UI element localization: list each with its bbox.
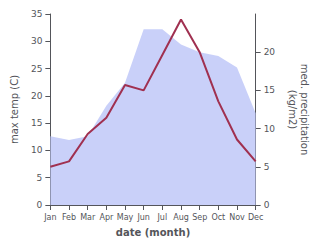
svg-text:0: 0 (264, 200, 270, 210)
svg-text:15: 15 (264, 85, 275, 95)
svg-text:Dec: Dec (248, 213, 263, 222)
svg-text:Jan: Jan (43, 213, 56, 222)
svg-text:date (month): date (month) (116, 227, 190, 238)
svg-text:35: 35 (31, 9, 42, 19)
svg-text:20: 20 (31, 91, 43, 101)
svg-text:5: 5 (37, 173, 43, 183)
svg-text:May: May (117, 213, 134, 222)
svg-text:15: 15 (31, 118, 42, 128)
svg-text:Sep: Sep (192, 213, 207, 222)
svg-text:10: 10 (31, 145, 43, 155)
svg-text:0: 0 (37, 200, 43, 210)
svg-text:Feb: Feb (62, 213, 76, 222)
svg-text:Nov: Nov (229, 213, 245, 222)
svg-text:Oct: Oct (211, 213, 225, 222)
svg-text:25: 25 (31, 64, 42, 74)
svg-text:Apr: Apr (99, 213, 114, 222)
svg-text:10: 10 (264, 124, 276, 134)
svg-text:Jun: Jun (136, 213, 150, 222)
svg-text:Mar: Mar (80, 213, 96, 222)
svg-text:20: 20 (264, 47, 276, 57)
svg-text:Jul: Jul (157, 213, 168, 222)
svg-text:Aug: Aug (173, 213, 189, 222)
svg-text:30: 30 (31, 36, 43, 46)
svg-text:max temp (C): max temp (C) (9, 75, 20, 144)
svg-text:med. precipitation: med. precipitation (299, 64, 310, 156)
svg-text:(kg/m2): (kg/m2) (287, 90, 298, 130)
svg-text:5: 5 (264, 162, 270, 172)
